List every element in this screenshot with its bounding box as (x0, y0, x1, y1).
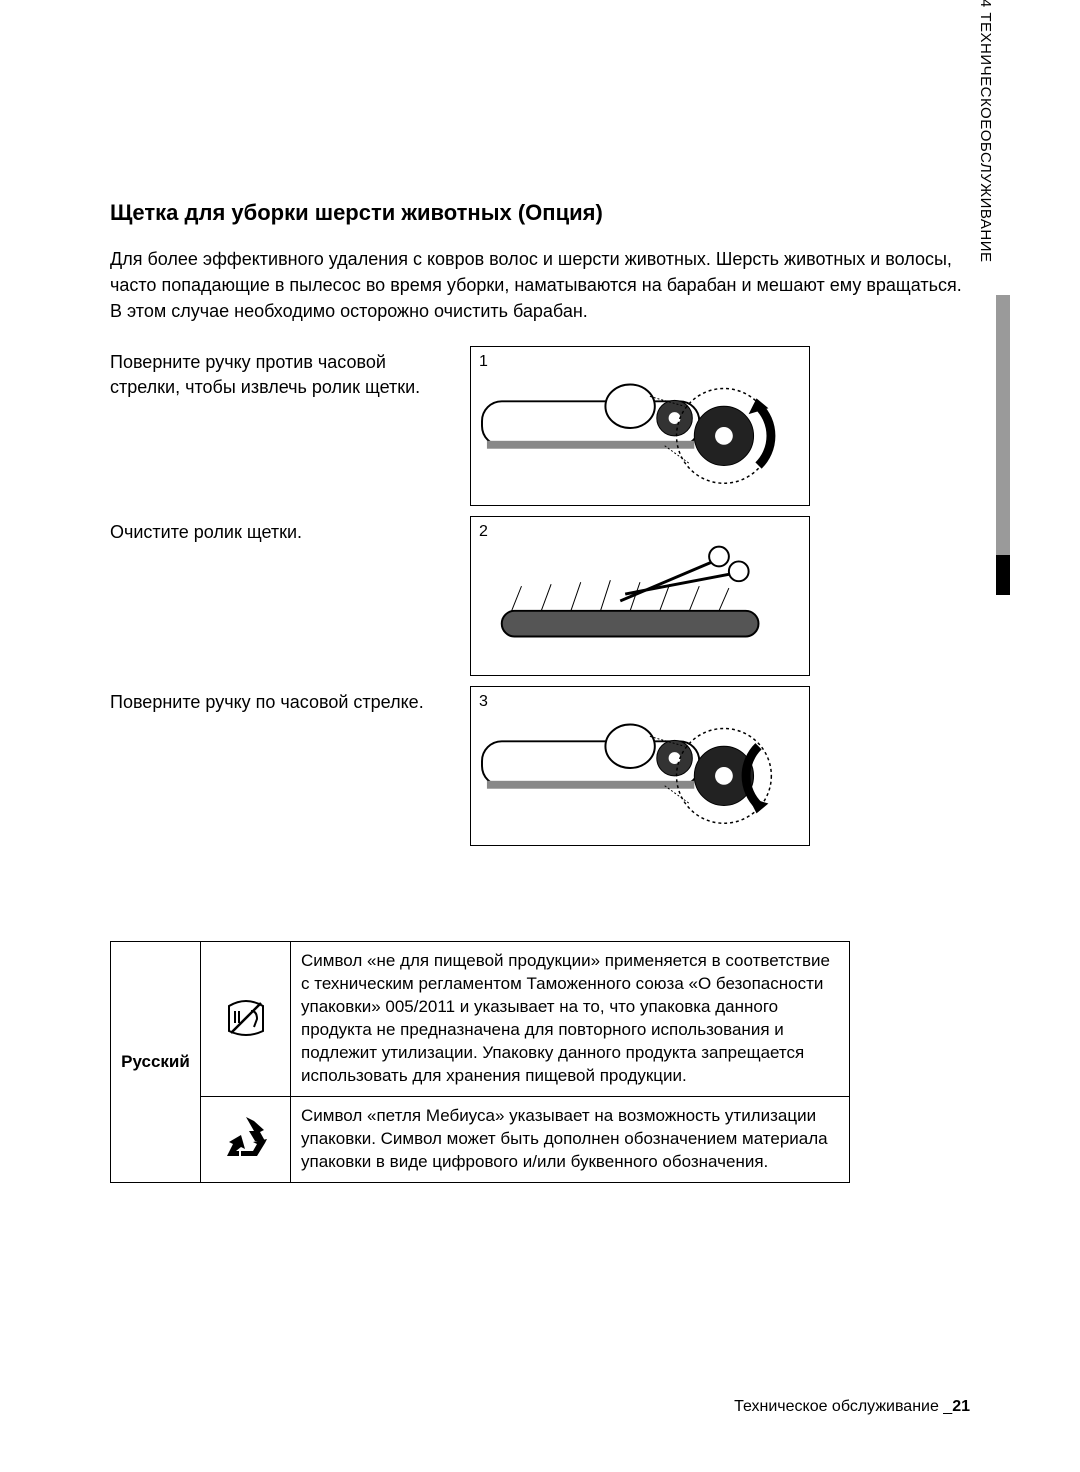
step-1-figure: 1 (470, 346, 810, 506)
step-2: Очистите ролик щетки. 2 (110, 516, 970, 676)
lang-cell: Русский (111, 942, 201, 1182)
step-3: Поверните ручку по часовой стрелке. 3 (110, 686, 970, 846)
steps-list: Поверните ручку против часовой стрелки, … (110, 346, 970, 856)
step-3-text: Поверните ручку по часовой стрелке. (110, 686, 460, 715)
brush-lock-icon (471, 687, 809, 845)
table-row: Символ «петля Мебиуса» указывает на возм… (111, 1096, 850, 1182)
step-2-text: Очистите ролик щетки. (110, 516, 460, 545)
not-food-safe-icon (221, 991, 271, 1041)
clean-roller-icon (471, 517, 809, 675)
side-tab: 04 ТЕХНИЧЕСКОЕОБСЛУЖИВАНИЕ (970, 295, 1010, 595)
page-footer: Техническое обслуживание _21 (734, 1398, 970, 1416)
symbol-1-text: Символ «не для пищевой продукции» примен… (291, 942, 850, 1097)
recycle-icon (221, 1111, 271, 1161)
recycle-icon-cell (201, 1096, 291, 1182)
brush-unlock-icon (471, 347, 809, 505)
table-row: Русский Символ «не для пищевой продукции… (111, 942, 850, 1097)
step-2-figure: 2 (470, 516, 810, 676)
step-1-text: Поверните ручку против часовой стрелки, … (110, 346, 460, 400)
symbol-2-text: Символ «петля Мебиуса» указывает на возм… (291, 1096, 850, 1182)
step-3-figure: 3 (470, 686, 810, 846)
section-heading: Щетка для уборки шерсти животных (Опция) (110, 200, 970, 226)
intro-paragraph: Для более эффективного удаления с ковров… (110, 246, 970, 324)
page-number: 21 (952, 1398, 970, 1415)
side-tab-label: 04 ТЕХНИЧЕСКОЕОБСЛУЖИВАНИЕ (977, 0, 994, 290)
step-1: Поверните ручку против часовой стрелки, … (110, 346, 970, 506)
not-food-safe-icon-cell (201, 942, 291, 1097)
footer-label: Техническое обслуживание _ (734, 1398, 952, 1415)
scissors-icon (620, 547, 748, 601)
symbols-table: Русский Символ «не для пищевой продукции… (110, 941, 850, 1182)
